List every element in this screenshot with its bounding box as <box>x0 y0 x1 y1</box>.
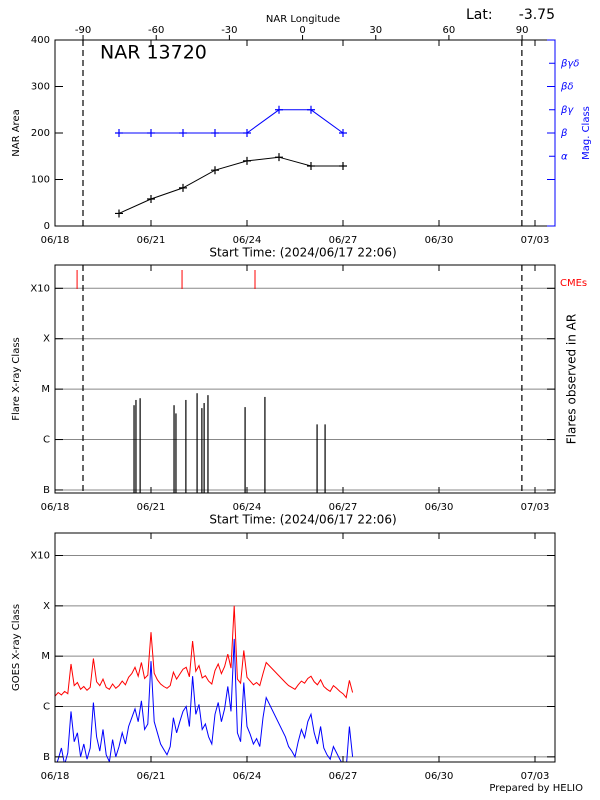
cme-label: CMEs <box>560 278 587 289</box>
x2-tick-label: -60 <box>148 25 164 36</box>
x-tick-label: 07/03 <box>521 235 550 246</box>
y-tick-label: 200 <box>31 128 50 139</box>
point-marker <box>115 209 123 218</box>
point-marker <box>339 162 347 171</box>
x-tick-label: 06/27 <box>329 235 358 246</box>
lat-value: -3.75 <box>519 7 555 23</box>
x-tick-label: 06/24 <box>233 771 262 782</box>
y-tick-label: 0 <box>44 221 50 232</box>
x-tick-label: 06/27 <box>329 502 358 513</box>
point-marker <box>307 105 315 114</box>
x2-tick-label: -30 <box>221 25 237 36</box>
x2-tick-label: 60 <box>443 25 456 36</box>
x2-axis-label: NAR Longitude <box>266 14 340 25</box>
y2-axis-label: Mag. Class <box>581 106 592 160</box>
x2-tick-label: 30 <box>369 25 382 36</box>
y-tick-label: X <box>43 601 50 612</box>
y2-tick-label: β <box>560 128 568 139</box>
point-marker <box>211 129 219 137</box>
x-tick-label: 06/30 <box>425 502 454 513</box>
point-marker <box>211 166 219 175</box>
plot-frame <box>54 264 556 494</box>
subtitle: Start Time: (2024/06/17 22:06) <box>209 513 396 527</box>
x-tick-label: 06/18 <box>41 235 70 246</box>
y-tick-label: M <box>41 651 50 662</box>
y-tick-label: 100 <box>31 175 50 186</box>
point-marker <box>147 129 155 137</box>
chart-title: NAR 13720 <box>100 42 207 64</box>
y-tick-label: X <box>43 334 50 345</box>
y2-tick-label: βγδ <box>560 58 579 69</box>
y-tick-label: X10 <box>30 283 50 294</box>
plot-area <box>55 287 555 493</box>
x2-tick-label: 90 <box>516 25 529 36</box>
y-tick-label: M <box>41 384 50 395</box>
series-line <box>119 109 344 134</box>
y-axis-label: Flare X-ray Class <box>11 337 22 421</box>
x-tick-label: 06/24 <box>233 502 262 513</box>
point-marker <box>179 129 187 137</box>
x-tick-label: 06/30 <box>425 771 454 782</box>
x2-tick-label: 0 <box>299 25 305 36</box>
y-tick-label: B <box>43 485 50 496</box>
point-marker <box>115 129 123 137</box>
x-tick-label: 06/18 <box>41 502 70 513</box>
y-tick-label: C <box>43 702 50 713</box>
plot-area <box>55 555 555 762</box>
plot-area <box>115 105 347 218</box>
series-line <box>56 638 354 762</box>
footer: Prepared by HELIO <box>489 783 583 794</box>
y-axis-label: GOES X-ray Class <box>11 604 22 691</box>
y2-tick-label: βγ <box>560 105 574 116</box>
point-marker <box>339 129 347 137</box>
x-tick-label: 06/21 <box>137 771 166 782</box>
y-tick-label: 300 <box>31 82 50 93</box>
point-marker <box>307 162 315 171</box>
lat-label: Lat: <box>466 7 493 23</box>
x-tick-label: 07/03 <box>521 771 550 782</box>
y-tick-label: B <box>43 752 50 763</box>
subtitle: Start Time: (2024/06/17 22:06) <box>209 246 396 260</box>
y2-tick-label: βδ <box>560 82 574 93</box>
x-tick-label: 06/21 <box>137 235 166 246</box>
x-tick-label: 06/27 <box>329 771 358 782</box>
x-tick-label: 06/24 <box>233 235 262 246</box>
point-marker <box>179 183 187 192</box>
x-tick-label: 06/30 <box>425 235 454 246</box>
point-marker <box>147 195 155 204</box>
series-line <box>55 605 354 699</box>
y-tick-label: X10 <box>30 551 50 562</box>
y-tick-label: C <box>43 435 50 446</box>
y2-axis-label: Flares observed in AR <box>565 314 579 444</box>
x-tick-label: 06/18 <box>41 771 70 782</box>
x-tick-label: 06/21 <box>137 502 166 513</box>
point-marker <box>243 156 251 165</box>
y-axis-label: NAR Area <box>11 109 22 156</box>
y2-tick-label: α <box>561 151 568 162</box>
x-tick-label: 07/03 <box>521 502 550 513</box>
series-line <box>118 156 343 214</box>
plot-frame <box>54 532 556 763</box>
y-tick-label: 400 <box>31 35 50 46</box>
point-marker <box>275 153 283 162</box>
point-marker <box>275 105 283 114</box>
point-marker <box>243 129 251 137</box>
x2-tick-label: -90 <box>75 25 91 36</box>
